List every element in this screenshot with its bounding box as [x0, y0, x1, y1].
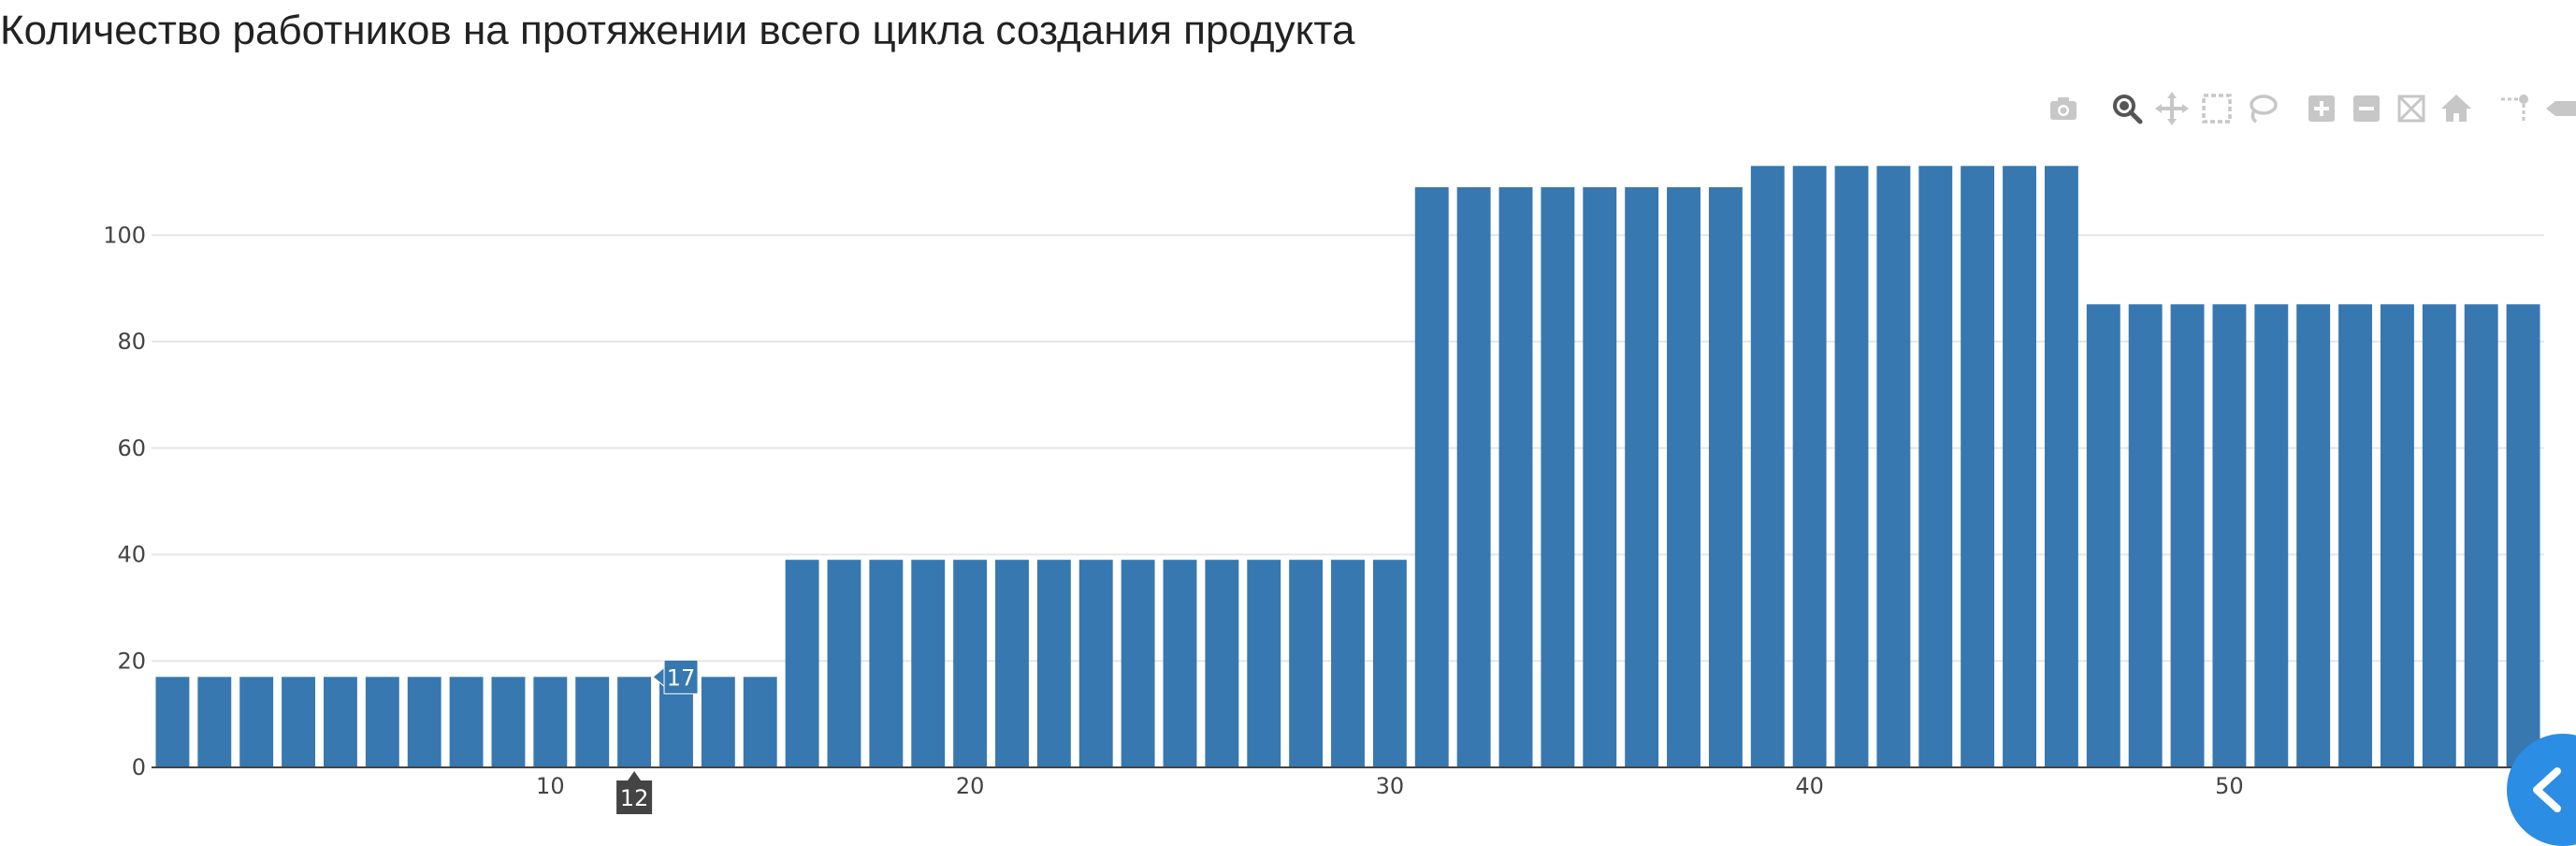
bar[interactable]: [701, 677, 735, 767]
y-tick-label: 0: [132, 754, 146, 780]
bar[interactable]: [533, 677, 568, 767]
x-hover-label: 12: [620, 785, 649, 811]
bar[interactable]: [1708, 187, 1743, 767]
x-tick-label: 20: [956, 773, 985, 799]
bar[interactable]: [1541, 187, 1575, 767]
bar[interactable]: [1667, 187, 1700, 767]
x-tick-label: 40: [1795, 773, 1824, 799]
bar[interactable]: [2422, 304, 2456, 767]
x-axis-ticks: 10 20 30 40 50: [536, 773, 2244, 799]
bar[interactable]: [1792, 166, 1827, 767]
bar[interactable]: [2044, 166, 2078, 767]
camera-icon[interactable]: [2045, 90, 2082, 127]
zoom-out-icon[interactable]: [2348, 90, 2385, 127]
bar[interactable]: [1750, 166, 1785, 767]
bar[interactable]: [1205, 560, 1239, 767]
zoom-in-icon[interactable]: [2303, 90, 2340, 127]
chevron-left-icon: [2533, 767, 2561, 812]
bar[interactable]: [323, 677, 357, 767]
bar[interactable]: [617, 677, 652, 767]
bar[interactable]: [2464, 304, 2498, 767]
y-tick-label: 60: [117, 435, 146, 461]
bar[interactable]: [869, 560, 904, 767]
y-tick-label: 20: [117, 648, 146, 674]
bar[interactable]: [197, 677, 232, 767]
bar[interactable]: [2170, 304, 2205, 767]
bar[interactable]: [911, 560, 946, 767]
bar[interactable]: [1498, 187, 1533, 767]
bar[interactable]: [827, 560, 861, 767]
bar[interactable]: [2380, 304, 2414, 767]
x-hover-pointer: [628, 771, 642, 780]
bar[interactable]: [282, 677, 316, 767]
x-tick-label: 10: [536, 773, 565, 799]
bar[interactable]: [1961, 166, 1995, 767]
bar[interactable]: [2086, 304, 2120, 767]
bar[interactable]: [1583, 187, 1617, 767]
pan-icon[interactable]: [2153, 90, 2191, 127]
bars: [155, 166, 2540, 767]
autoscale-icon[interactable]: [2393, 90, 2430, 127]
bar[interactable]: [1247, 560, 1281, 767]
bar[interactable]: [1078, 560, 1113, 767]
hover-toggle-icon[interactable]: [2542, 90, 2576, 127]
bar[interactable]: [1918, 166, 1953, 767]
bar[interactable]: [1456, 187, 1491, 767]
bar[interactable]: [1163, 560, 1197, 767]
bar[interactable]: [995, 560, 1029, 767]
zoom-icon[interactable]: [2108, 90, 2146, 127]
bar[interactable]: [1036, 560, 1071, 767]
bar[interactable]: [2506, 304, 2540, 767]
x-tick-label: 50: [2215, 773, 2244, 799]
bar[interactable]: [1625, 187, 1659, 767]
x-tick-label: 30: [1376, 773, 1405, 799]
bar[interactable]: [1876, 166, 1911, 767]
reset-axes-icon[interactable]: [2438, 90, 2475, 127]
bar[interactable]: [407, 677, 441, 767]
bar[interactable]: [365, 677, 399, 767]
bar[interactable]: [953, 560, 988, 767]
bar[interactable]: [2296, 304, 2331, 767]
y-axis-ticks: 0 20 40 60 80 100: [103, 222, 146, 780]
bar[interactable]: [1121, 560, 1155, 767]
bar[interactable]: [1372, 560, 1407, 767]
bar[interactable]: [2212, 304, 2247, 767]
bar[interactable]: [2254, 304, 2289, 767]
y-tick-label: 80: [117, 328, 146, 355]
y-hover-label: 17: [667, 664, 696, 691]
bar[interactable]: [1414, 187, 1449, 767]
x-hover-box: [616, 780, 653, 814]
bar[interactable]: [449, 677, 484, 767]
y-tick-label: 100: [103, 222, 146, 248]
bar[interactable]: [2003, 166, 2036, 767]
bar[interactable]: [239, 677, 274, 767]
bar[interactable]: [1331, 560, 1365, 767]
bar[interactable]: [743, 677, 777, 767]
bar[interactable]: [575, 677, 610, 767]
bar[interactable]: [1834, 166, 1869, 767]
chart-title: Количество работников на протяжении всег…: [0, 7, 1355, 53]
bar[interactable]: [2128, 304, 2163, 767]
bar[interactable]: [155, 677, 190, 767]
bar[interactable]: [1289, 560, 1324, 767]
y-hover-box: [663, 659, 699, 694]
bar[interactable]: [2338, 304, 2373, 767]
box-select-icon[interactable]: [2198, 90, 2236, 127]
y-hover-pointer: [652, 666, 665, 688]
spike-lines-icon[interactable]: [2497, 90, 2535, 127]
y-tick-label: 40: [117, 542, 146, 568]
bar[interactable]: [491, 677, 526, 767]
hover-labels: 12 17: [616, 659, 699, 814]
lasso-select-icon[interactable]: [2243, 90, 2280, 127]
bar[interactable]: [785, 560, 819, 767]
